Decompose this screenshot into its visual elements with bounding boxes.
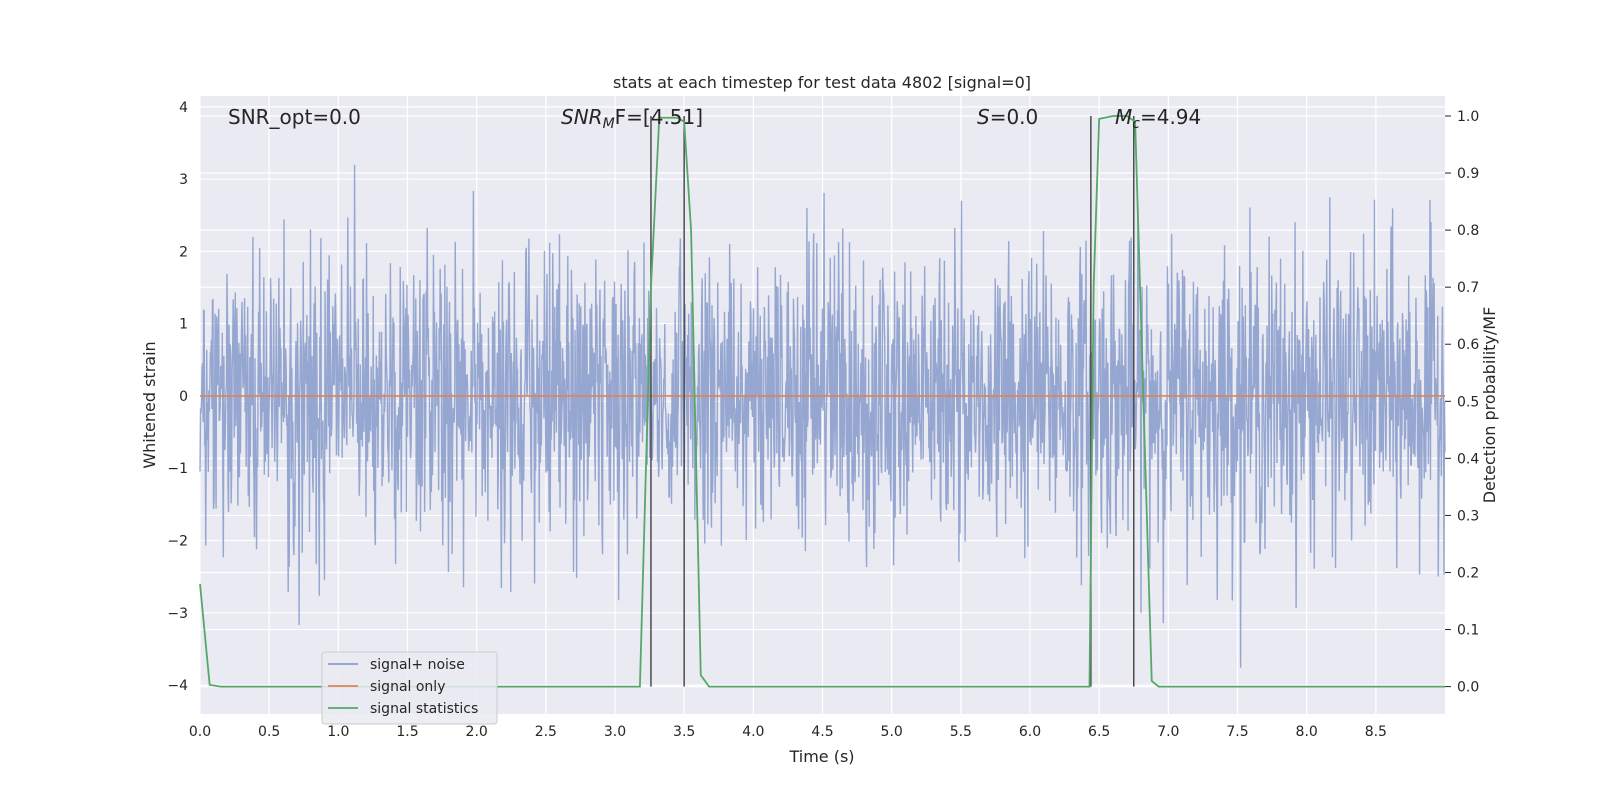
annotation-snr-mf: SNRMF=[4.51]	[561, 105, 703, 132]
y-tick-right-5: 0.5	[1457, 394, 1479, 410]
x-tick-17: 8.5	[1365, 724, 1387, 740]
y-tick-right-10: 0.0	[1457, 680, 1479, 696]
y-tick-labels-right: 1.0 0.9 0.8 0.7 0.6 0.5 0.4 0.3 0.2 0.1 0.0	[1445, 109, 1479, 696]
y-tick-right-9: 0.1	[1457, 623, 1479, 639]
y-tick-right-3: 0.7	[1457, 280, 1479, 296]
legend: signal+ noise signal only signal statist…	[321, 651, 498, 725]
annotation-s-name: S	[977, 105, 990, 129]
x-tick-16: 8.0	[1296, 724, 1318, 740]
y-tick-right-7: 0.3	[1457, 508, 1479, 524]
annotation-snr-mf-name: SNR	[561, 105, 603, 129]
annotation-mc: Mc=4.94	[1115, 105, 1201, 132]
x-tick-11: 5.5	[950, 724, 972, 740]
y-tick-left-6: −2	[167, 534, 188, 550]
y-tick-left-8: −4	[167, 678, 188, 694]
x-tick-3: 1.5	[396, 724, 418, 740]
x-tick-labels: 0.0 0.5 1.0 1.5 2.0 2.5 3.0 3.5 4.0 4.5 5.0 5.5 6.0 6…	[189, 724, 1387, 740]
annotation-s: S=0.0	[977, 105, 1038, 129]
y-tick-right-2: 0.8	[1457, 223, 1479, 239]
x-tick-12: 6.0	[1019, 724, 1041, 740]
x-tick-10: 5.0	[881, 724, 903, 740]
x-tick-8: 4.0	[742, 724, 764, 740]
annotation-mc-rest: =4.94	[1140, 105, 1201, 129]
annotation-snr-opt: SNR_opt=0.0	[228, 105, 361, 129]
x-tick-13: 6.5	[1088, 724, 1110, 740]
annotation-mc-sub: c	[1132, 116, 1140, 132]
x-tick-2: 1.0	[327, 724, 349, 740]
x-axis-label: Time (s)	[788, 747, 854, 766]
legend-label-signal-statistics: signal statistics	[370, 701, 478, 717]
x-tick-14: 7.0	[1157, 724, 1179, 740]
signal-noise-line	[199, 164, 1446, 668]
legend-box	[321, 651, 498, 725]
y-axis-label-left: Whitened strain	[140, 341, 159, 468]
x-tick-4: 2.0	[466, 724, 488, 740]
x-tick-7: 3.5	[673, 724, 695, 740]
annotation-s-rest: =0.0	[990, 105, 1039, 129]
x-tick-0: 0.0	[189, 724, 211, 740]
annotation-mc-name: M	[1115, 105, 1132, 129]
x-tick-15: 7.5	[1226, 724, 1248, 740]
chart-title: stats at each timestep for test data 480…	[613, 73, 1031, 92]
y-tick-left-7: −3	[167, 606, 188, 622]
y-tick-left-5: −1	[167, 461, 188, 477]
series-signal-noise	[199, 164, 1446, 668]
y-tick-left-4: 0	[179, 389, 188, 405]
x-tick-1: 0.5	[258, 724, 280, 740]
y-tick-left-3: 1	[179, 317, 188, 333]
annotation-snr-mf-rest: F=[4.51]	[615, 105, 703, 129]
x-tick-5: 2.5	[535, 724, 557, 740]
y-tick-left-0: 4	[179, 100, 188, 116]
series-signal-statistics	[199, 115, 1445, 688]
y-tick-left-1: 3	[179, 172, 188, 188]
y-tick-right-1: 0.9	[1457, 166, 1479, 182]
x-tick-6: 3.0	[604, 724, 626, 740]
legend-label-signal-only: signal only	[370, 679, 445, 695]
x-tick-9: 4.5	[811, 724, 833, 740]
y-tick-right-6: 0.4	[1457, 451, 1479, 467]
y-tick-right-8: 0.2	[1457, 565, 1479, 581]
y-tick-labels-left: 4 3 2 1 0 −1 −2 −3 −4	[167, 100, 188, 694]
y-tick-right-4: 0.6	[1457, 337, 1479, 353]
legend-label-signal-noise: signal+ noise	[370, 657, 465, 673]
y-tick-left-2: 2	[179, 244, 188, 260]
annotation-snr-mf-sub: M	[603, 116, 615, 132]
y-axis-label-right: Detection probability/MF	[1480, 307, 1499, 504]
y-tick-right-0: 1.0	[1457, 109, 1479, 125]
